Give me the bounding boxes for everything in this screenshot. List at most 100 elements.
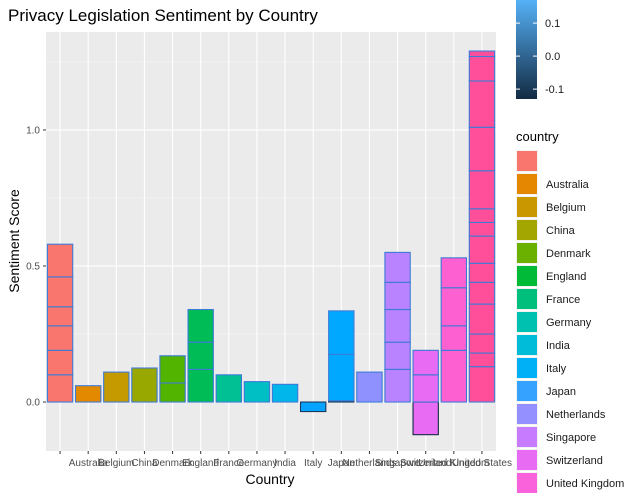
y-tick-label: 1.0 (26, 125, 40, 136)
legend-label: Denmark (546, 248, 591, 260)
bar-segment (468, 235, 496, 264)
bar-segment (271, 383, 299, 403)
bar-segment (468, 50, 496, 58)
legend-label: Netherlands (546, 409, 606, 421)
legend-swatch (517, 427, 537, 447)
legend-label: England (546, 271, 586, 283)
bar-segment (46, 276, 74, 308)
legend-swatch (517, 473, 537, 493)
bar-segment (356, 371, 383, 403)
bar-segment (215, 374, 243, 403)
bar-segment (412, 401, 439, 436)
legend-swatch (517, 404, 537, 424)
bar-segment (131, 367, 158, 403)
legend-swatch (517, 266, 537, 286)
bar-segment (103, 371, 130, 403)
x-tick-label: Netherlands (342, 458, 396, 469)
x-tick-label: Switzerland (400, 458, 452, 469)
legend-label: Italy (546, 363, 567, 375)
x-tick-label: France (213, 458, 245, 469)
x-tick-label: United States (452, 458, 512, 469)
bar-segment (468, 352, 496, 368)
legend-label: France (546, 294, 580, 306)
bar-segment (468, 170, 496, 210)
bar-segment (46, 306, 74, 327)
y-tick-label: 0.0 (26, 398, 40, 409)
bar-segment (412, 374, 439, 403)
bar-segment (159, 382, 186, 403)
bar-segment (440, 287, 468, 327)
bar-segment (46, 374, 74, 403)
bar-segment (468, 80, 496, 128)
legend-swatch (517, 358, 537, 378)
legend-label: India (546, 340, 571, 352)
legend-label: United Kingdom (546, 478, 624, 490)
bar-segment (440, 349, 468, 403)
bar-segment (440, 325, 468, 351)
bar-segment (412, 349, 439, 376)
bar-segment (74, 385, 102, 403)
legend-label: Australia (546, 179, 590, 191)
x-axis-title: Country (245, 471, 294, 487)
legend-label: China (546, 225, 576, 237)
bar-segment (468, 55, 496, 82)
y-tick-label: 0.5 (26, 261, 40, 272)
bar-segment (328, 310, 355, 355)
color-gradient-bar (516, 0, 537, 99)
bar-segment (243, 381, 271, 403)
fill-legend-title: country (516, 129, 559, 144)
legend-swatch (517, 335, 537, 355)
x-tick-label: Japan (328, 458, 355, 469)
bar-segment (440, 257, 468, 289)
x-tick-label: Singapore (375, 458, 421, 469)
color-legend-label: -0.1 (545, 84, 564, 96)
legend-label: Switzerland (546, 455, 603, 467)
legend-swatch (517, 450, 537, 470)
bar-segment (384, 341, 411, 370)
legend-swatch (517, 220, 537, 240)
legend-swatch (517, 197, 537, 217)
x-tick-label: United Kingdom (418, 458, 489, 469)
bar-segment (468, 126, 496, 172)
y-axis: 0.0 0.5 1.0 (26, 125, 46, 409)
legend-label: Singapore (546, 432, 596, 444)
bar-segment (468, 208, 496, 224)
color-legend: 0.1 0.0 -0.1 (516, 0, 564, 99)
x-tick-label: India (274, 458, 296, 469)
x-tick-label: England (182, 458, 219, 469)
bar-segment (328, 353, 355, 402)
bar-segment (46, 325, 74, 351)
legend-label: Japan (546, 386, 576, 398)
legend-swatch (517, 243, 537, 263)
bar-segment (468, 333, 496, 354)
bar-segment (46, 349, 74, 376)
legend-label: Germany (546, 317, 592, 329)
fill-legend: country Australia Belgium China Denmark Engl… (516, 129, 624, 493)
bar-segment (468, 366, 496, 403)
x-tick-label: Belgium (98, 458, 134, 469)
bar-segment (468, 281, 496, 305)
y-axis-title: Sentiment Score (6, 189, 22, 293)
bar-segment (187, 341, 214, 370)
bar-segment (187, 308, 214, 343)
bar-segment (384, 308, 411, 343)
color-legend-label: 0.0 (545, 51, 560, 63)
legend-swatch (517, 151, 537, 171)
bar-segment (159, 355, 186, 384)
x-axis: AustraliaBelgiumChinaDenmarkEnglandFranc… (59, 451, 512, 469)
legend-swatch (517, 289, 537, 309)
x-tick-label: Italy (304, 458, 322, 469)
chart-title: Privacy Legislation Sentiment by Country (8, 6, 318, 25)
bar-segment (384, 368, 411, 403)
legend-label: Belgium (546, 202, 586, 214)
legend-swatch (517, 312, 537, 332)
x-tick-label: Australia (69, 458, 108, 469)
bar-segment (187, 368, 214, 403)
x-tick-label: Germany (236, 458, 277, 469)
bars-layer (46, 50, 496, 436)
legend-swatch (517, 174, 537, 194)
bar-segment (468, 262, 496, 283)
legend-swatch (517, 381, 537, 401)
color-legend-label: 0.1 (545, 18, 560, 30)
